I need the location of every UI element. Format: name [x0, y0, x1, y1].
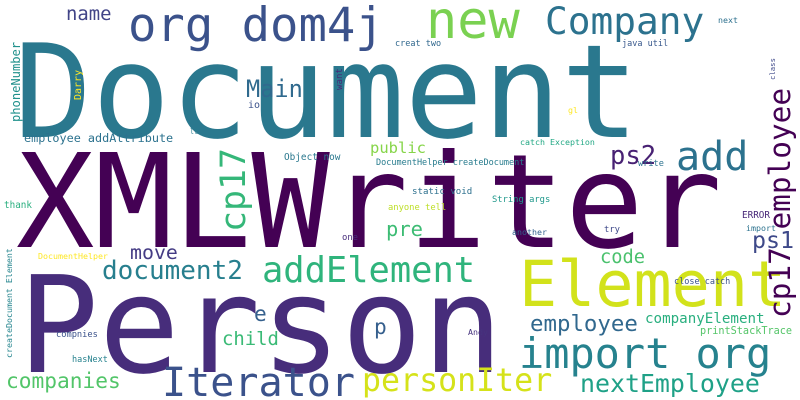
- word-import-org: import org: [519, 329, 772, 379]
- word-compnies: compnies: [56, 329, 98, 340]
- word-createdocument-element: createDocument Element: [3, 248, 14, 358]
- word-printstacktrace: printStackTrace: [700, 326, 793, 338]
- word-addelement: addElement: [262, 250, 476, 292]
- word-anyone-tell: anyone tell: [388, 203, 447, 214]
- word-creat-two: creat two: [395, 38, 442, 49]
- word-java-util: java util: [622, 38, 669, 49]
- word-pre: pre: [386, 216, 424, 241]
- word-another: another: [512, 226, 547, 237]
- word-lt: lt: [190, 127, 198, 136]
- word-class: class: [768, 58, 778, 80]
- word-code: code: [600, 246, 646, 268]
- word-new: new: [426, 0, 520, 52]
- word-element: Element: [519, 247, 787, 322]
- word-next: next: [718, 14, 738, 25]
- word-p: p: [374, 314, 387, 340]
- word-error: ERROR: [742, 210, 770, 222]
- word-nextemployee: nextEmployee: [580, 368, 760, 398]
- word-iterator: Iterator: [162, 359, 356, 400]
- word-companies: companies: [6, 368, 121, 394]
- word-hasnext: hasNext: [72, 354, 108, 365]
- word-gl: gl: [568, 104, 578, 115]
- word-ps2: ps2: [610, 141, 657, 172]
- word-employee-addattribute: employee addAttribute: [24, 131, 174, 146]
- word-catch-exception: catch Exception: [520, 137, 595, 148]
- word-cp17: cp17: [213, 147, 254, 232]
- word-one: one: [342, 232, 359, 243]
- word-object-now: Object now: [284, 152, 341, 164]
- word-employee: employee: [530, 310, 638, 337]
- word-e: e: [254, 301, 267, 327]
- word-org-dom4j: org dom4j: [128, 0, 384, 54]
- word-cp17-employee: cp17 employee: [763, 87, 798, 318]
- word-try: try: [604, 224, 621, 235]
- word-name: name: [66, 2, 112, 25]
- word-phonenumber: phoneNumber: [8, 41, 23, 122]
- word-andy: Andy: [468, 326, 488, 337]
- word-personiter: personIter: [362, 363, 553, 400]
- word-company: Company: [545, 0, 705, 44]
- word-thank: thank: [4, 200, 32, 212]
- word-document: Document: [14, 17, 640, 169]
- word-document2: document2: [102, 256, 243, 287]
- word-want: want: [335, 68, 346, 90]
- word-main: Main: [246, 75, 303, 104]
- word-documenthelper: DocumentHelper: [38, 250, 108, 261]
- word-documenthelper-createdocument: DocumentHelper createDocument: [376, 157, 525, 168]
- word-write: write: [638, 158, 664, 169]
- word-add: add: [676, 133, 749, 180]
- word-darry: Darry: [73, 69, 85, 100]
- word-close-catch: close catch: [674, 277, 731, 288]
- word-public: public: [370, 139, 426, 158]
- word-xmlwriter: XMLWriter: [16, 125, 723, 278]
- word-person: Person: [18, 246, 504, 400]
- word-move: move: [130, 241, 178, 265]
- word-string-args: String args: [492, 195, 551, 206]
- word-companyelement: companyElement: [645, 310, 765, 327]
- word-import: import: [746, 222, 776, 233]
- word-static-void: static void: [412, 186, 473, 197]
- word-ps1: ps1: [752, 227, 795, 255]
- word-child: child: [222, 327, 279, 350]
- word-io: io: [248, 100, 261, 112]
